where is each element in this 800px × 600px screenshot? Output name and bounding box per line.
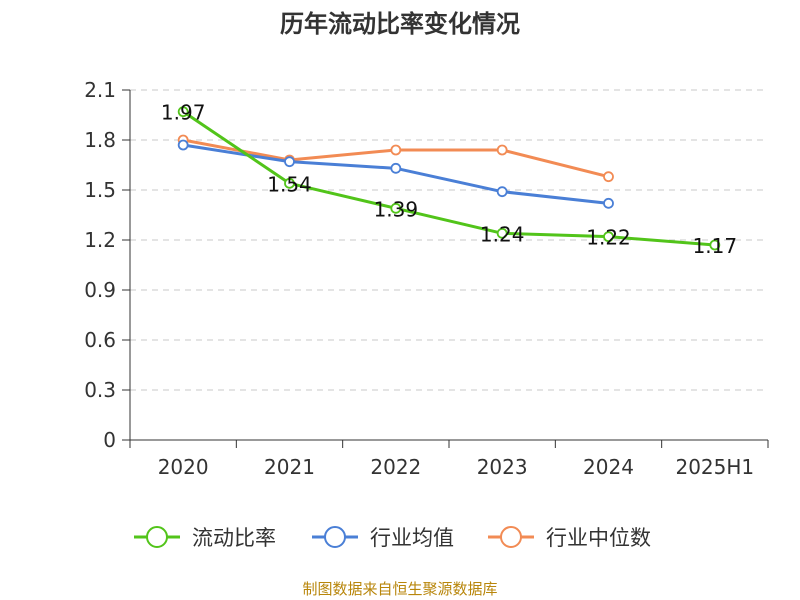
data-point xyxy=(284,177,295,189)
data-label: 1.39 xyxy=(374,197,419,221)
x-tick-label: 2022 xyxy=(370,455,421,479)
y-tick-label: 1.5 xyxy=(84,178,116,202)
data-label: 1.22 xyxy=(586,226,631,250)
data-point xyxy=(390,162,402,174)
grid-lines xyxy=(130,89,768,391)
y-tick-label: 1.8 xyxy=(84,128,116,152)
legend-label: 行业中位数 xyxy=(546,526,651,550)
legend-item[interactable]: 行业均值 xyxy=(312,526,454,550)
series-1 xyxy=(177,139,614,209)
data-label: 1.97 xyxy=(161,101,206,125)
axes xyxy=(129,90,768,441)
legend-label: 行业均值 xyxy=(370,526,454,550)
data-label: 1.17 xyxy=(693,234,738,258)
data-point xyxy=(709,239,721,251)
data-label: 1.24 xyxy=(480,222,525,246)
data-point xyxy=(284,156,295,168)
series-group xyxy=(177,106,721,251)
x-tick-label: 2021 xyxy=(264,455,315,479)
x-tick-label: 2025H1 xyxy=(675,455,754,479)
y-tick-label: 0.6 xyxy=(84,328,116,352)
x-tick-label: 2020 xyxy=(158,455,209,479)
y-tick-label: 0.3 xyxy=(84,378,116,402)
data-point xyxy=(390,202,402,214)
x-axis-ticks: 2020 2021 2022 2023 2024 2025H1 xyxy=(129,440,769,479)
legend: 流动比率 行业均值 行业中位数 xyxy=(134,526,651,550)
x-tick-label: 2023 xyxy=(477,455,528,479)
legend-item[interactable]: 行业中位数 xyxy=(488,526,651,550)
data-point xyxy=(603,197,614,209)
x-tick-label: 2024 xyxy=(583,455,634,479)
data-point xyxy=(177,106,189,118)
data-point xyxy=(603,171,614,183)
source-note: 制图数据来自恒生聚源数据库 xyxy=(302,580,497,598)
data-point xyxy=(603,231,614,243)
data-point xyxy=(177,139,189,151)
y-tick-label: 0 xyxy=(103,428,116,452)
data-point xyxy=(496,227,508,239)
legend-marker-icon xyxy=(500,526,522,548)
data-point xyxy=(390,144,402,156)
y-tick-label: 2.1 xyxy=(84,78,116,102)
legend-item[interactable]: 流动比率 xyxy=(134,526,276,550)
legend-marker-icon xyxy=(324,526,346,548)
legend-label: 流动比率 xyxy=(192,526,276,550)
data-labels: 1.97 1.54 1.39 1.24 1.22 1.17 xyxy=(161,101,737,258)
data-point xyxy=(496,144,508,156)
y-tick-label: 0.9 xyxy=(84,278,116,302)
series-0 xyxy=(177,106,721,251)
data-point xyxy=(496,186,508,198)
y-tick-label: 1.2 xyxy=(84,228,116,252)
y-axis-ticks: 0 0.3 0.6 0.9 1.2 1.5 1.8 2.1 xyxy=(84,78,130,452)
series-line xyxy=(182,110,715,247)
chart-title: 历年流动比率变化情况 xyxy=(280,10,520,38)
series-2 xyxy=(177,134,614,183)
legend-marker-icon xyxy=(146,526,168,548)
data-label: 1.54 xyxy=(267,172,312,196)
